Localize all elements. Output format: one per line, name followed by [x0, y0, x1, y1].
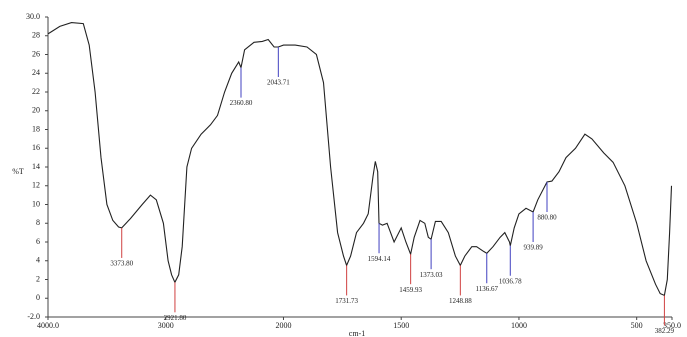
y-tick-label: 10 — [32, 199, 40, 208]
peak-label: 939.89 — [523, 244, 543, 252]
y-tick-label: 2 — [36, 274, 40, 283]
x-tick-label: 1500 — [393, 321, 409, 330]
y-tick-label: 6 — [36, 237, 40, 246]
y-tick-label: 26 — [32, 49, 40, 58]
y-tick-label: 16 — [32, 143, 40, 152]
peak-label: 3373.80 — [110, 260, 133, 268]
peak-label: 880.80 — [537, 214, 557, 222]
x-tick-label: 3000 — [158, 321, 174, 330]
y-tick-label: 28 — [32, 31, 40, 40]
y-tick-label: 22 — [32, 87, 40, 96]
peak-label: 1373.03 — [420, 271, 443, 279]
y-axis-label: %T — [12, 167, 24, 176]
y-tick-label: 14 — [32, 162, 40, 171]
y-tick-label: -2.0 — [27, 312, 40, 321]
x-tick-label: 500 — [631, 321, 643, 330]
y-tick-label: 18 — [32, 124, 40, 133]
spectrum-line — [47, 22, 673, 297]
y-tick-label: 4 — [36, 256, 40, 265]
peak-label: 1248.88 — [449, 297, 472, 305]
y-tick-label: 0 — [36, 293, 40, 302]
peak-label: 2360.80 — [230, 99, 253, 107]
peak-label: 1036.78 — [499, 277, 522, 285]
peak-label: 1136.67 — [476, 285, 499, 293]
y-tick-label: 30.0 — [26, 12, 40, 21]
y-tick-label: 12 — [32, 181, 40, 190]
y-tick-label: 8 — [36, 218, 40, 227]
y-tick-label: 20 — [32, 106, 40, 115]
peak-label: 2921.80 — [164, 314, 187, 322]
peak-label: 2043.71 — [267, 79, 290, 87]
peak-label: 1731.73 — [335, 297, 358, 305]
peak-label: 382.29 — [655, 327, 675, 335]
x-tick-label: 4000.0 — [37, 321, 59, 330]
peak-label: 1594.14 — [368, 255, 391, 263]
peak-label: 1459.93 — [399, 286, 422, 294]
x-tick-label: 1000 — [511, 321, 527, 330]
x-axis-label: cm-1 — [349, 329, 365, 337]
x-tick-label: 2000 — [275, 321, 291, 330]
x-tick-label: 350.0 — [663, 321, 681, 330]
y-tick-label: 24 — [32, 68, 40, 77]
